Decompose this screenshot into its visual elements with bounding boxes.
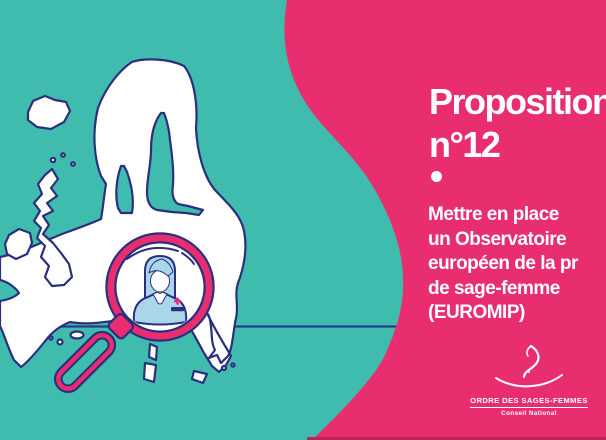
swan-logo-icon <box>495 344 563 388</box>
baltic-inlet <box>145 111 205 217</box>
magnifying-glass-icon <box>53 232 215 394</box>
handle-connector <box>107 313 134 340</box>
island-dot <box>49 156 57 164</box>
island-dot <box>48 335 54 341</box>
proposition-title: Proposition n°12 <box>429 80 606 166</box>
magnifier-ring-outer-edge <box>105 232 215 342</box>
island-dot <box>56 338 64 346</box>
iceland-shape <box>26 94 72 131</box>
proposition-body: Mettre en place un Observatoire européen… <box>428 203 578 326</box>
island-dot <box>230 362 236 368</box>
bottom-edge-shade <box>307 437 606 440</box>
island-dot <box>70 161 76 167</box>
body-line: un Observatoire <box>428 228 567 250</box>
title-line-2: n°12 <box>429 124 501 165</box>
ireland-shape <box>3 227 34 261</box>
body-line: de sage-femme <box>428 277 560 299</box>
island-dot <box>220 364 228 372</box>
island-dot <box>69 330 85 340</box>
org-logo: ORDRE DES SAGES-FEMMES Conseil National <box>459 342 599 417</box>
body-line: (EUROMIP) <box>428 302 525 324</box>
corsica-shape <box>147 342 159 362</box>
handle-rod-hollow <box>60 337 110 387</box>
magnifier-ring-inner-edge <box>114 241 206 333</box>
lens-arc <box>126 246 179 260</box>
kattegat-inlet <box>115 164 134 215</box>
title-line-1: Proposition <box>429 81 606 122</box>
badge-cross <box>176 297 179 305</box>
body-line: Mettre en place <box>428 204 559 225</box>
midwife-collar <box>152 291 168 305</box>
logo-subtitle: Conseil National <box>501 410 557 417</box>
midwife-icon <box>132 255 188 326</box>
pink-blob-panel <box>284 0 606 440</box>
magnifier-handle <box>53 313 134 394</box>
sardinia-shape <box>142 361 158 384</box>
island-dot <box>60 152 66 158</box>
great-britain-shape <box>32 167 74 288</box>
magnifier-ring <box>106 233 214 341</box>
sicily-shape <box>190 369 209 385</box>
midwife-fringe <box>148 258 174 277</box>
logo-org-name: ORDRE DES SAGES-FEMMES <box>470 396 588 408</box>
badge-nametag <box>171 307 184 312</box>
body-line: européen de la pr <box>428 253 578 275</box>
bullet-dot <box>431 171 442 182</box>
lens-arc <box>181 252 195 265</box>
